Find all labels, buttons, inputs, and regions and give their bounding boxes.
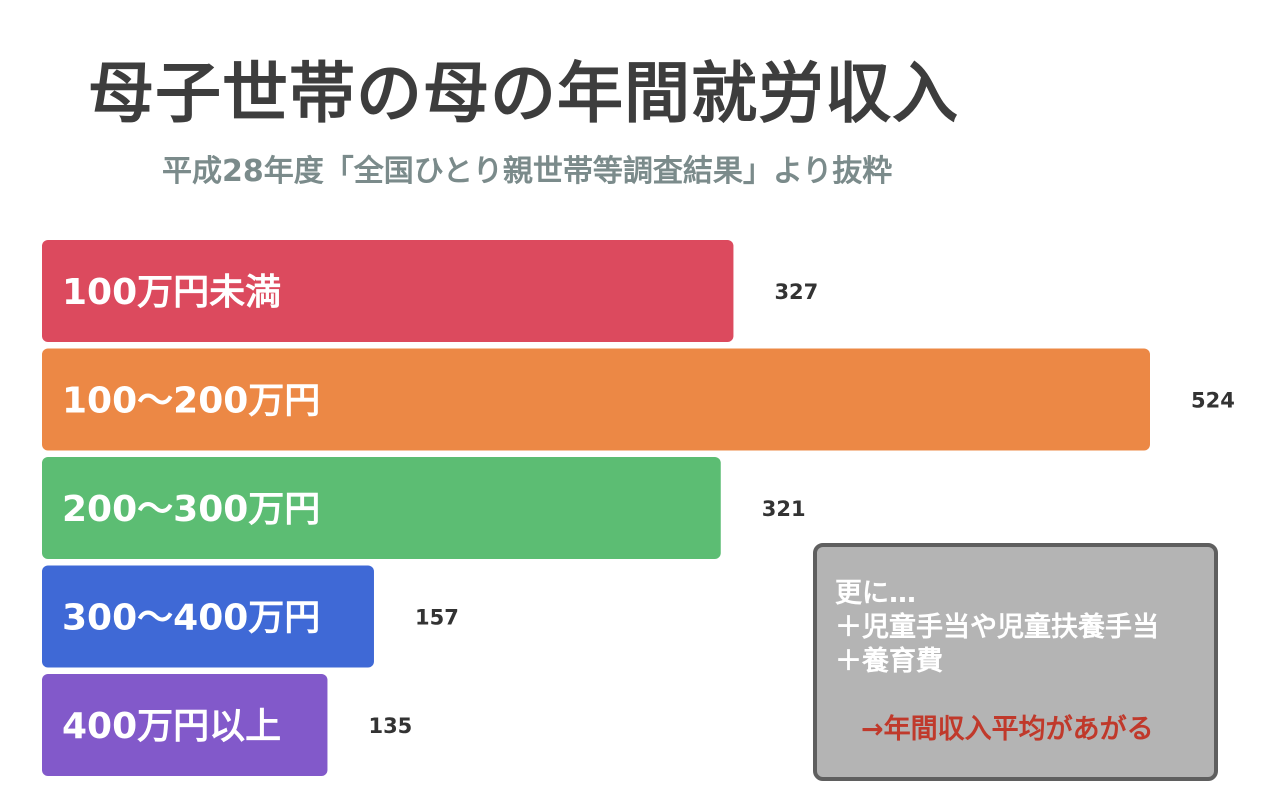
bar-category-label: 200〜300万円 <box>62 489 320 530</box>
note-line: 更に… <box>835 578 916 609</box>
note-line: ＋児童手当や児童扶養手当 <box>835 611 1159 643</box>
note-box: 更に… ＋児童手当や児童扶養手当 ＋養育費 →年間収入平均があがる <box>813 543 1218 781</box>
bar-1 <box>42 240 734 342</box>
chart-title: 母子世帯の母の年間就労収入 <box>88 55 959 132</box>
bar-value-label: 157 <box>415 606 459 630</box>
bar-value-label: 524 <box>1191 389 1235 413</box>
note-line: ＋養育費 <box>835 645 943 677</box>
bar-value-label: 135 <box>368 714 412 738</box>
bar-4 <box>42 565 374 668</box>
bar-2 <box>42 348 1150 451</box>
bar-value-label: 327 <box>774 280 818 304</box>
note-conclusion: →年間収入平均があがる <box>861 714 1154 745</box>
bar-5 <box>42 674 328 776</box>
bar-value-label: 321 <box>762 497 806 521</box>
chart-subtitle: 平成28年度「全国ひとり親世帯等調査結果」より抜粋 <box>162 154 893 189</box>
bar-3 <box>42 457 721 559</box>
bar-category-label: 100〜200万円 <box>62 381 320 422</box>
bar-category-label: 300〜400万円 <box>62 598 320 639</box>
bar-category-label: 400万円以上 <box>62 706 281 747</box>
bar-category-label: 100万円未満 <box>62 272 281 313</box>
